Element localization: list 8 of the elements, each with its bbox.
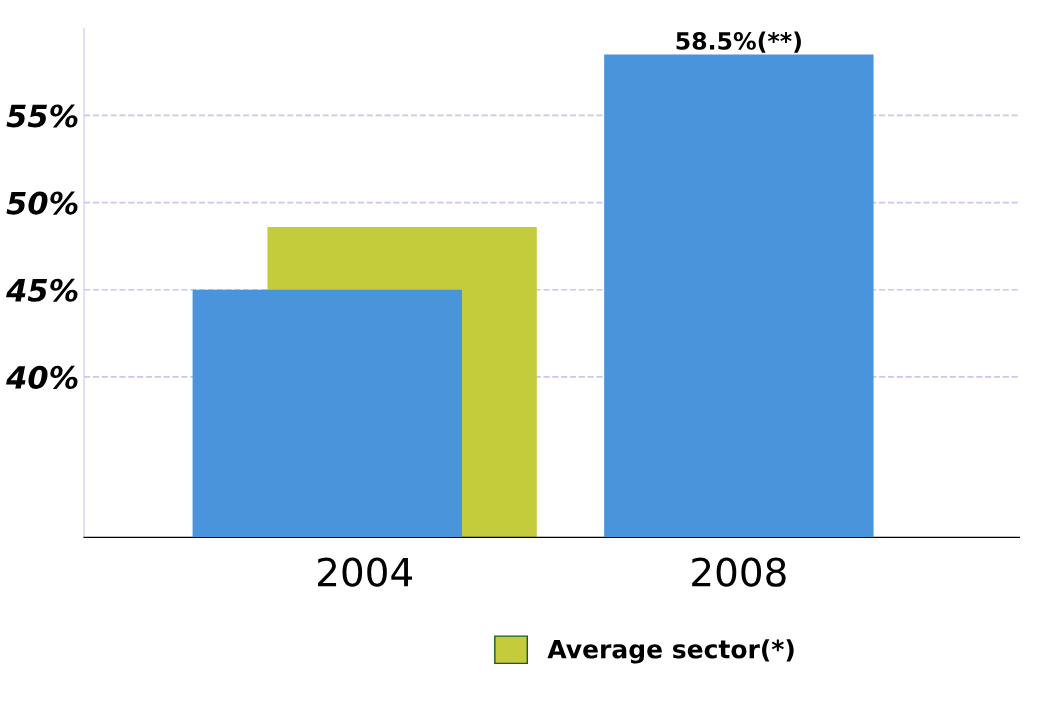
x-tick-label: 2004 [318,557,412,587]
x-tick-label: 2008 [692,557,786,587]
y-tick-label: 55% [6,104,78,128]
data-label: 58.5%(**) [676,31,801,53]
y-tick-label: 45% [6,278,78,302]
legend-label: Average sector(*) [547,639,794,664]
y-tick-label: 50% [6,191,78,215]
y-tick-label: 40% [6,365,78,389]
